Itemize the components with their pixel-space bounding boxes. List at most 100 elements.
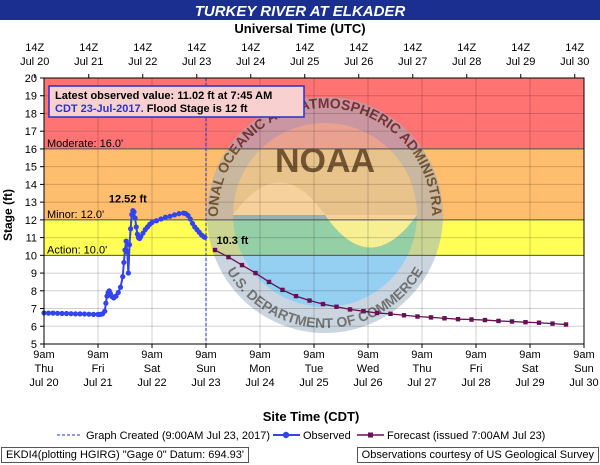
top-tick-label: 14Z bbox=[511, 42, 530, 54]
footer-datum: EKDI4(plotting HGIRG) "Gage 0" Datum: 69… bbox=[1, 447, 249, 463]
title-bar bbox=[0, 0, 600, 20]
bottom-tick-day: Fri bbox=[470, 363, 483, 375]
threshold-label-moderate: Moderate: 16.0' bbox=[47, 138, 123, 150]
y-tick-label: 12 bbox=[25, 215, 37, 227]
forecast-point bbox=[293, 293, 299, 299]
observed-point bbox=[132, 215, 138, 221]
forecast-point bbox=[563, 322, 569, 327]
info-flood-line: CDT 23-Jul-2017. Flood Stage is 12 ft bbox=[55, 103, 248, 115]
top-tick-label: 14Z bbox=[241, 42, 260, 54]
forecast-point bbox=[266, 279, 272, 285]
observed-point bbox=[149, 219, 155, 226]
observed-point bbox=[86, 311, 92, 317]
bottom-tick-date: Jul 23 bbox=[191, 377, 220, 389]
bottom-tick-day: Sat bbox=[522, 363, 539, 375]
bottom-tick-time: 9am bbox=[249, 349, 270, 361]
chart-title: TURKEY RIVER AT ELKADER bbox=[195, 3, 406, 20]
observed-point bbox=[63, 310, 70, 317]
top-tick-label: 14Z bbox=[349, 42, 368, 54]
bottom-tick-time: 9am bbox=[519, 349, 540, 361]
y-tick-label: 5 bbox=[31, 339, 37, 351]
watermark-noaa-text: NOAA bbox=[275, 142, 375, 180]
top-tick-date: Jul 27 bbox=[398, 56, 427, 68]
plot-area: NOAA NATIONAL OCEANIC AND ATMOSPHERIC AD… bbox=[0, 0, 585, 345]
forecast-point bbox=[415, 314, 420, 319]
observed-point bbox=[123, 238, 129, 244]
bottom-tick-time: 9am bbox=[573, 349, 594, 361]
forecast-point bbox=[307, 298, 312, 303]
bottom-tick-day: Tue bbox=[305, 363, 324, 375]
bottom-tick-date: Jul 30 bbox=[569, 377, 598, 389]
observed-point bbox=[115, 289, 121, 296]
bottom-tick-time: 9am bbox=[195, 349, 216, 361]
y-tick-label: 17 bbox=[25, 126, 37, 138]
observed-point bbox=[187, 216, 193, 222]
legend-observed-marker bbox=[282, 431, 290, 439]
top-tick-label: 14Z bbox=[25, 42, 44, 54]
forecast-point bbox=[455, 316, 461, 322]
bottom-tick-date: Jul 24 bbox=[245, 377, 274, 389]
observed-point bbox=[202, 234, 208, 240]
footer-credit: Observations courtesy of US Geological S… bbox=[356, 447, 599, 463]
observed-point bbox=[45, 310, 52, 316]
observed-point bbox=[81, 311, 88, 317]
bottom-tick-day: Wed bbox=[357, 363, 379, 375]
observed-point bbox=[77, 311, 83, 317]
y-tick-label: 10 bbox=[25, 250, 37, 262]
info-latest-value: Latest observed value: 11.02 ft at 7:45 … bbox=[55, 90, 272, 102]
y-tick-label: 16 bbox=[25, 144, 37, 156]
bottom-axis-ticks: 9am Thu Jul 20 9am Fri Jul 21 9am Sat Jul 22 9am S… bbox=[29, 344, 599, 389]
legend-forecast-marker bbox=[368, 432, 373, 438]
observed-point bbox=[50, 310, 56, 316]
forecast-point bbox=[469, 317, 474, 322]
bottom-tick-day: Thu bbox=[35, 363, 54, 375]
bottom-tick-date: Jul 21 bbox=[83, 377, 112, 389]
y-tick-label: 20 bbox=[25, 73, 37, 85]
bottom-tick-date: Jul 22 bbox=[137, 377, 166, 389]
bottom-tick-day: Thu bbox=[413, 363, 432, 375]
forecast-point bbox=[388, 311, 393, 317]
bottom-tick-date: Jul 29 bbox=[515, 377, 544, 389]
peak-annotation: 12.52 ft bbox=[109, 194, 147, 206]
top-tick-date: Jul 29 bbox=[506, 56, 535, 68]
observed-point bbox=[171, 212, 178, 218]
observed-point bbox=[126, 242, 133, 248]
observed-point bbox=[102, 308, 108, 314]
bottom-axis-title: Site Time (CDT) bbox=[263, 409, 360, 424]
observed-point bbox=[162, 214, 169, 220]
observed-point bbox=[121, 259, 127, 266]
watermark-gull bbox=[233, 182, 417, 248]
forecast-series bbox=[212, 247, 569, 327]
observed-point bbox=[125, 270, 131, 276]
observed-point bbox=[120, 274, 126, 280]
y-tick-label: 19 bbox=[25, 91, 37, 103]
observed-point bbox=[117, 284, 124, 290]
top-tick-label: 14Z bbox=[403, 42, 422, 54]
bottom-tick-date: Jul 26 bbox=[353, 377, 382, 389]
forecast-point bbox=[496, 318, 501, 324]
top-tick-date: Jul 20 bbox=[20, 56, 49, 68]
info-flood-stage: Flood Stage is 12 ft bbox=[144, 103, 248, 115]
top-tick-label: 14Z bbox=[187, 42, 206, 54]
forecast-point bbox=[442, 316, 447, 321]
top-tick-date: Jul 26 bbox=[344, 56, 373, 68]
y-tick-label: 18 bbox=[25, 108, 37, 120]
observed-point bbox=[131, 209, 137, 215]
observed-point bbox=[133, 224, 139, 230]
top-tick-date: Jul 30 bbox=[560, 56, 589, 68]
bottom-tick-day: Fri bbox=[92, 363, 105, 375]
forecast-point bbox=[239, 262, 245, 268]
info-date: CDT 23-Jul-2017. bbox=[55, 103, 144, 115]
y-tick-label: 13 bbox=[25, 197, 37, 209]
bottom-tick-time: 9am bbox=[465, 349, 486, 361]
y-tick-label: 15 bbox=[25, 162, 37, 174]
forecast-point bbox=[523, 319, 528, 325]
bottom-tick-date: Jul 27 bbox=[407, 377, 436, 389]
top-tick-date: Jul 22 bbox=[128, 56, 157, 68]
bottom-tick-time: 9am bbox=[87, 349, 108, 361]
top-tick-label: 14Z bbox=[295, 42, 314, 54]
bottom-tick-time: 9am bbox=[33, 349, 54, 361]
top-tick-date: Jul 25 bbox=[290, 56, 319, 68]
bottom-tick-date: Jul 28 bbox=[461, 377, 490, 389]
